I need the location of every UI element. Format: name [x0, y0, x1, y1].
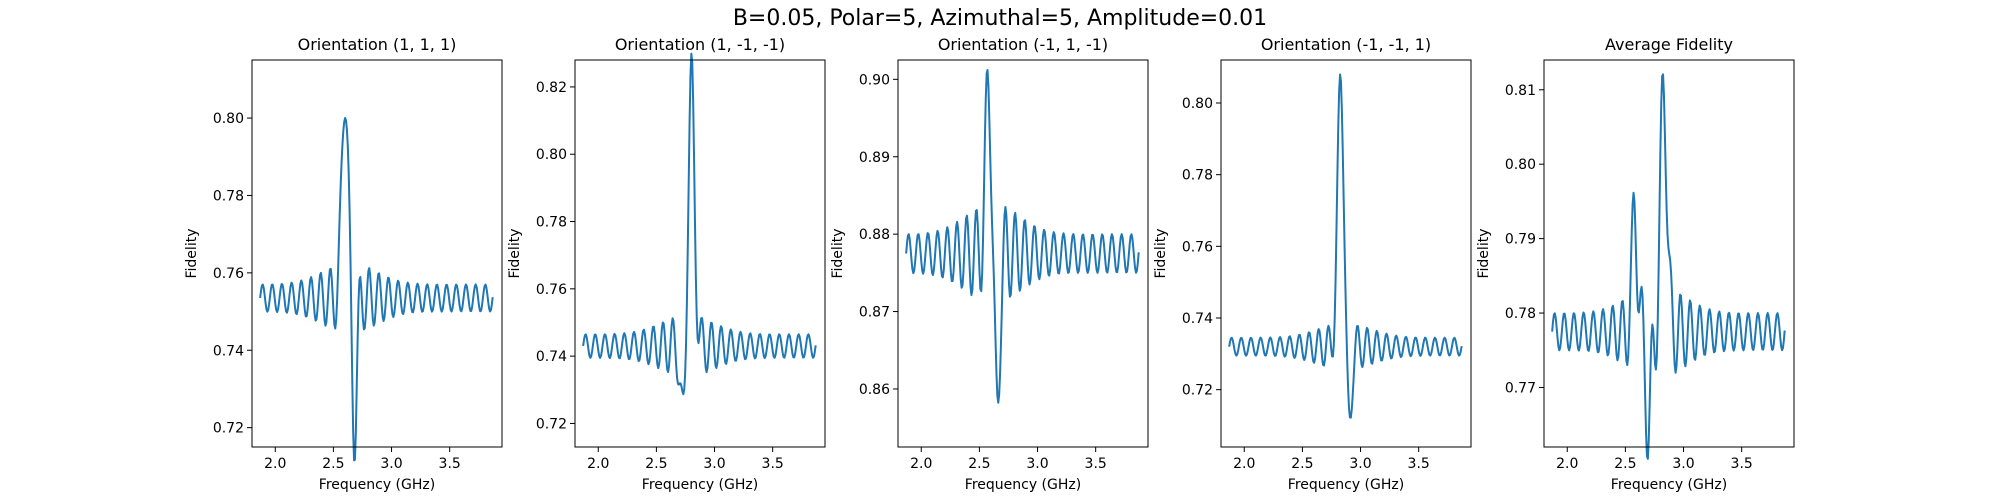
- x-axis-label: Frequency (GHz): [965, 477, 1081, 493]
- x-tick-label: 2.5: [322, 456, 344, 472]
- y-tick-label: 0.74: [1182, 311, 1213, 327]
- x-tick-label: 2.0: [910, 456, 932, 472]
- subplot-title: Orientation (-1, 1, -1): [938, 35, 1108, 54]
- y-tick-label: 0.80: [213, 111, 244, 127]
- x-tick-label: 2.0: [1556, 456, 1578, 472]
- subplot-5: Average Fidelity 2.0 2.5 3.0 3.5 0.77 0.78 0.79…: [1476, 35, 1795, 493]
- y-tick-label: 0.80: [536, 147, 567, 163]
- x-tick-label: 3.5: [439, 456, 461, 472]
- x-tick-label: 2.5: [1614, 456, 1636, 472]
- x-tick-label: 2.5: [645, 456, 667, 472]
- y-tick-label: 0.76: [536, 282, 567, 298]
- x-tick-label: 2.0: [587, 456, 609, 472]
- y-tick-label: 0.77: [1505, 380, 1536, 396]
- plot-frame: [1543, 59, 1795, 448]
- y-tick-label: 0.76: [1182, 239, 1213, 255]
- series-line: [1228, 73, 1463, 419]
- y-tick-label: 0.90: [859, 72, 890, 88]
- x-tick-label: 2.5: [1291, 456, 1313, 472]
- subplot-1: Orientation (1, 1, 1) 2.0 2.5 3.0 3.5 0.72 0.7…: [184, 35, 503, 493]
- subplot-title: Orientation (1, -1, -1): [615, 35, 785, 54]
- subplot-title: Orientation (-1, -1, 1): [1261, 35, 1431, 54]
- subplot-3: Orientation (-1, 1, -1) 2.0 2.5 3.0 3.5 0.86 0…: [830, 35, 1149, 493]
- y-tick-label: 0.74: [213, 343, 244, 359]
- x-tick-label: 3.5: [1731, 456, 1753, 472]
- series-line: [582, 52, 817, 396]
- y-tick-label: 0.88: [859, 227, 890, 243]
- x-tick-label: 3.5: [1408, 456, 1430, 472]
- x-tick-label: 2.0: [1233, 456, 1255, 472]
- x-tick-label: 3.5: [762, 456, 784, 472]
- x-tick-label: 3.5: [1085, 456, 1107, 472]
- subplot-2: Orientation (1, -1, -1) 2.0 2.5 3.0 3.5 0.72 0…: [507, 35, 826, 493]
- series-line: [1551, 73, 1786, 460]
- y-tick-label: 0.78: [1182, 168, 1213, 184]
- subplot-4: Orientation (-1, -1, 1) 2.0 2.5 3.0 3.5 0.72 0…: [1153, 35, 1472, 493]
- x-tick-label: 3.0: [1672, 456, 1694, 472]
- x-tick-label: 3.0: [1026, 456, 1048, 472]
- x-axis-label: Frequency (GHz): [642, 477, 758, 493]
- series-line: [259, 116, 494, 462]
- y-tick-label: 0.72: [213, 421, 244, 437]
- y-tick-label: 0.80: [1182, 96, 1213, 112]
- y-tick-label: 0.81: [1505, 83, 1536, 99]
- plot-frame: [897, 59, 1149, 448]
- y-tick-label: 0.89: [859, 150, 890, 166]
- y-axis-label: Fidelity: [1476, 229, 1492, 279]
- y-tick-label: 0.82: [536, 80, 567, 96]
- y-axis-label: Fidelity: [1153, 229, 1169, 279]
- plot-frame: [251, 59, 503, 448]
- y-tick-label: 0.78: [1505, 306, 1536, 322]
- plot-frame: [574, 59, 826, 448]
- x-tick-label: 3.0: [1349, 456, 1371, 472]
- x-tick-label: 3.0: [380, 456, 402, 472]
- y-tick-label: 0.76: [213, 266, 244, 282]
- subplot-title: Orientation (1, 1, 1): [298, 35, 457, 54]
- x-tick-label: 2.5: [968, 456, 990, 472]
- subplot-title: Average Fidelity: [1605, 35, 1733, 54]
- x-tick-label: 3.0: [703, 456, 725, 472]
- x-axis-label: Frequency (GHz): [1288, 477, 1404, 493]
- y-axis-label: Fidelity: [507, 229, 523, 279]
- x-axis-label: Frequency (GHz): [1611, 477, 1727, 493]
- y-tick-label: 0.72: [1182, 383, 1213, 399]
- y-axis-label: Fidelity: [184, 229, 200, 279]
- y-tick-label: 0.74: [536, 349, 567, 365]
- y-tick-label: 0.78: [213, 188, 244, 204]
- y-tick-label: 0.72: [536, 416, 567, 432]
- x-axis-label: Frequency (GHz): [319, 477, 435, 493]
- figure-suptitle: B=0.05, Polar=5, Azimuthal=5, Amplitude=…: [732, 6, 1268, 31]
- y-tick-label: 0.86: [859, 382, 890, 398]
- series-line: [905, 69, 1140, 404]
- y-tick-label: 0.78: [536, 215, 567, 231]
- y-tick-label: 0.87: [859, 305, 890, 321]
- y-tick-label: 0.79: [1505, 232, 1536, 248]
- x-tick-label: 2.0: [264, 456, 286, 472]
- plot-frame: [1220, 59, 1472, 448]
- y-axis-label: Fidelity: [830, 229, 846, 279]
- y-tick-label: 0.80: [1505, 157, 1536, 173]
